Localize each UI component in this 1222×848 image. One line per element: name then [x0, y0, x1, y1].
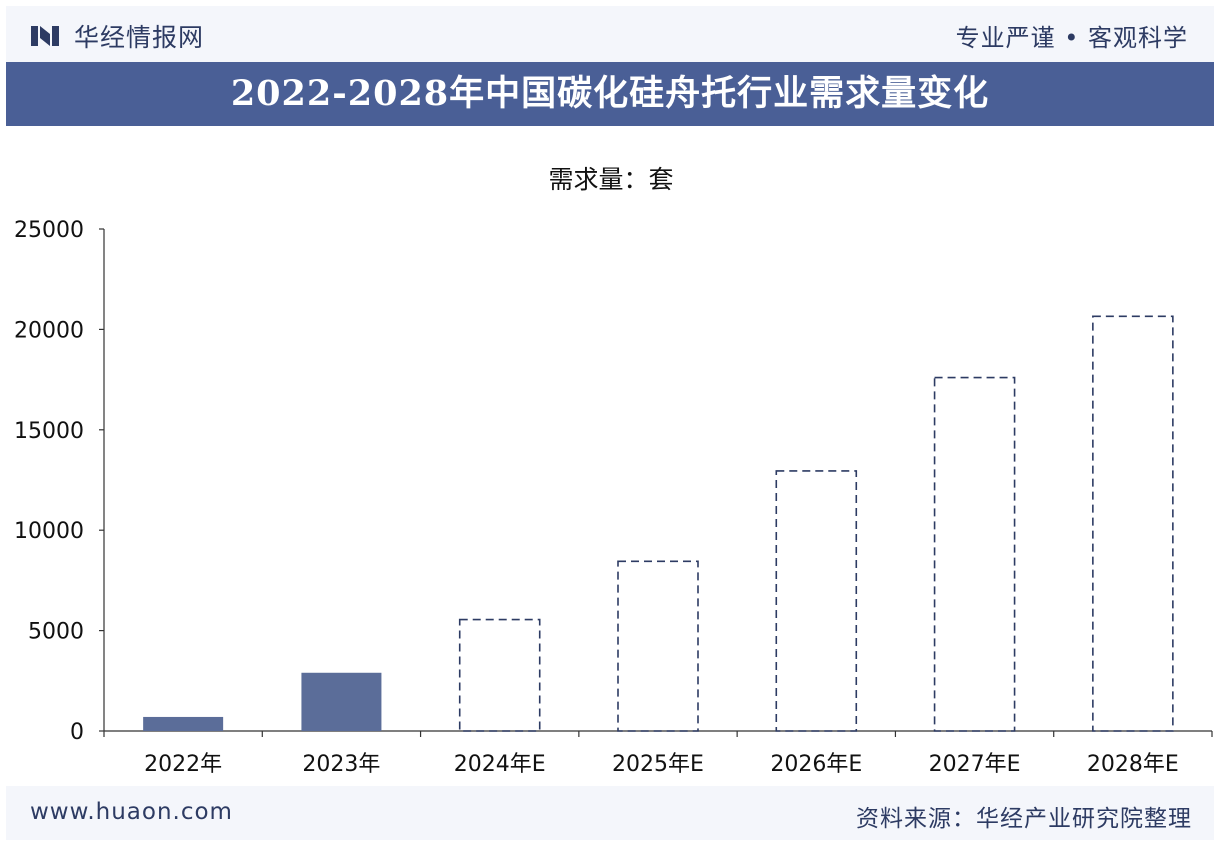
bar-2024年E	[458, 618, 541, 732]
website-url: www.huaon.com	[30, 799, 233, 825]
x-tick-label: 2024年E	[454, 752, 546, 777]
brand-name: 华经情报网	[74, 23, 205, 52]
data-source: 资料来源：华经产业研究院整理	[856, 806, 1192, 832]
chart-title: 2022-2028年中国碳化硅舟托行业需求量变化	[230, 73, 990, 114]
y-tick-label: 5000	[28, 620, 84, 645]
huajing-logo-icon	[31, 26, 59, 46]
x-tick-label: 2022年	[144, 752, 222, 777]
y-tick-label: 15000	[14, 419, 84, 444]
y-tick-label: 0	[70, 720, 84, 745]
x-tick-label: 2026年E	[770, 752, 862, 777]
y-tick-label: 10000	[14, 519, 84, 544]
x-tick-label: 2023年	[302, 752, 380, 777]
bar-2022年	[143, 716, 224, 731]
bar-2028年E	[1092, 315, 1174, 732]
x-tick-label: 2027年E	[929, 752, 1021, 777]
bar-2025年E	[617, 560, 699, 732]
bar-2023年	[301, 672, 382, 731]
plot-background	[6, 126, 1214, 786]
top-bar	[6, 6, 1214, 66]
footer-bar	[6, 786, 1214, 840]
x-tick-label: 2025年E	[612, 752, 704, 777]
bar-2026年E	[775, 470, 858, 732]
y-tick-label: 20000	[14, 318, 84, 343]
bar-2027年E	[933, 376, 1016, 732]
y-tick-label: 25000	[14, 218, 84, 243]
title-bar: 2022-2028年中国碳化硅舟托行业需求量变化	[6, 62, 1214, 126]
x-tick-label: 2028年E	[1087, 752, 1179, 777]
slogan: 专业严谨 • 客观科学	[955, 24, 1188, 52]
unit-label: 需求量：套	[548, 165, 674, 194]
